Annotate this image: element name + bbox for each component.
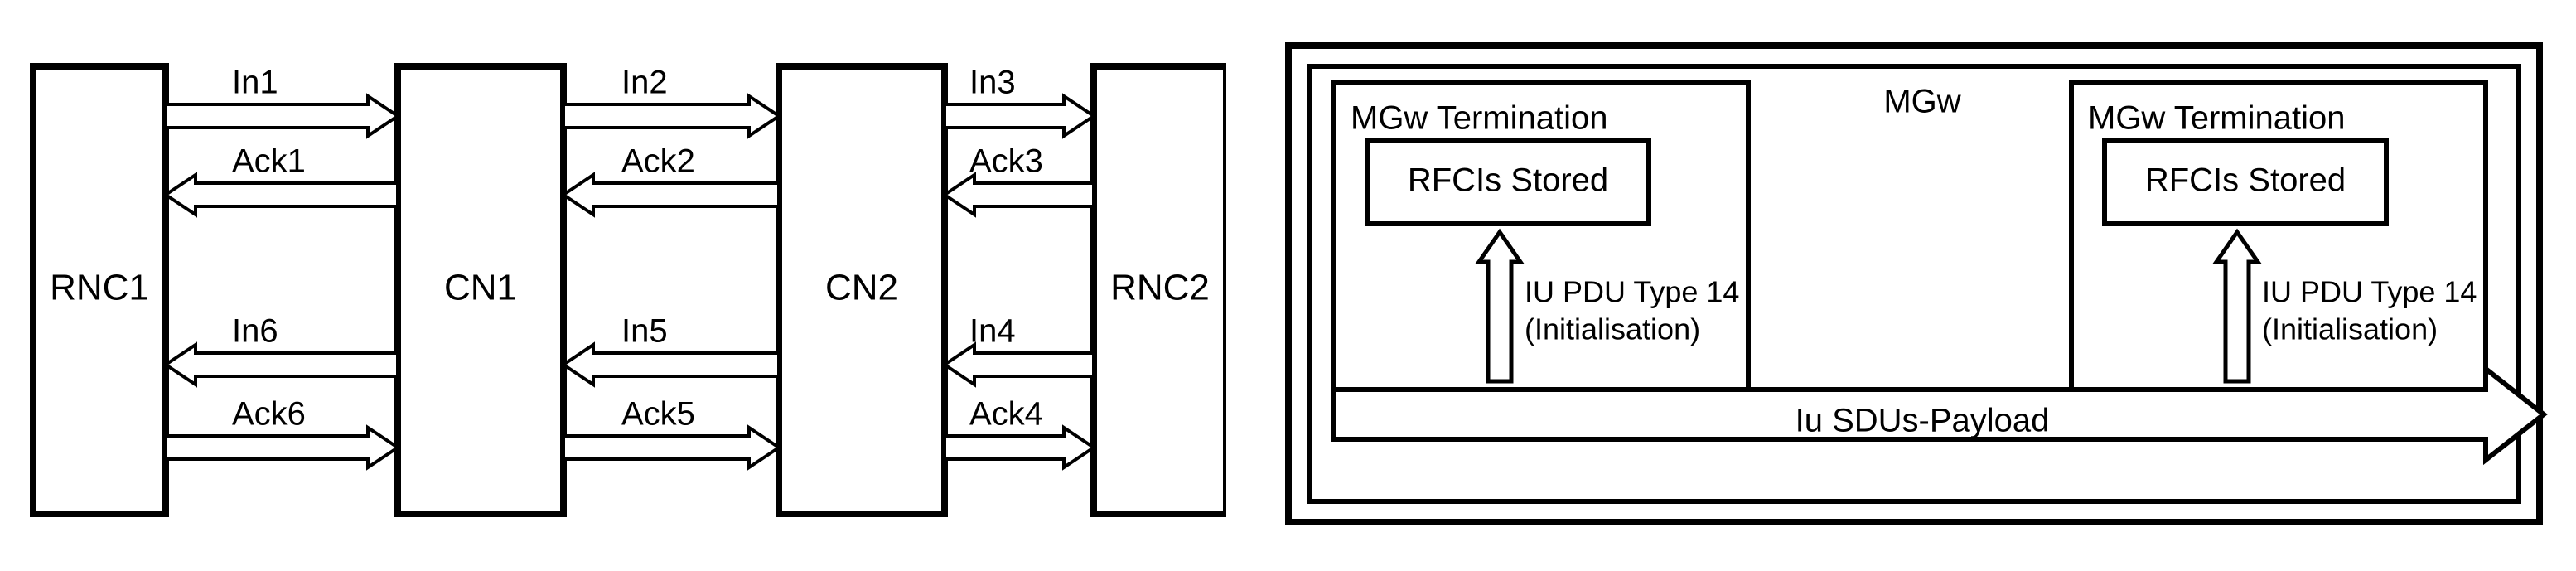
- mgw-label: MGw: [1883, 84, 1960, 120]
- node-label-cn1: CN1: [444, 268, 517, 308]
- left-flow-svg: RNC1 CN1 CN2 RNC2 In1 Ack1 In6 Ack6 In2 Ack2 In5 Ac…: [17, 17, 1226, 539]
- arrow-label-in1: In1: [232, 65, 278, 101]
- arrow-label-ack1: Ack1: [232, 143, 306, 180]
- term-left-pdu-text2: (Initialisation): [1525, 312, 1700, 346]
- node-cn2: CN2: [779, 66, 945, 514]
- arrow-label-ack4: Ack4: [969, 396, 1043, 433]
- node-label-cn2: CN2: [825, 268, 898, 308]
- arrow-ack6: Ack6: [166, 396, 398, 467]
- arrow-ack1: Ack1: [166, 143, 398, 215]
- node-label-rnc2: RNC2: [1110, 268, 1210, 308]
- arrow-label-in4: In4: [969, 313, 1016, 350]
- left-flow-panel: RNC1 CN1 CN2 RNC2 In1 Ack1 In6 Ack6 In2 Ack2 In5 Ac…: [17, 17, 1226, 539]
- term-right-label: MGw Termination: [2088, 100, 2345, 137]
- arrow-label-ack2: Ack2: [621, 143, 695, 180]
- term-left-pdu-arrow: IU PDU Type 14(Initialisation): [1479, 232, 1739, 381]
- term-left-pdu-text1: IU PDU Type 14: [1525, 275, 1739, 309]
- arrow-label-in3: In3: [969, 65, 1016, 101]
- node-rnc2: RNC2: [1094, 66, 1226, 514]
- term-left: MGw Termination RFCIs Stored: [1334, 83, 1748, 414]
- arrow-in6: In6: [166, 313, 398, 385]
- arrow-ack3: Ack3: [945, 143, 1094, 215]
- node-label-rnc1: RNC1: [50, 268, 149, 308]
- term-right-pdu-arrow: IU PDU Type 14(Initialisation): [2216, 232, 2477, 381]
- arrow-label-ack3: Ack3: [969, 143, 1043, 180]
- arrow-ack2: Ack2: [563, 143, 779, 215]
- term-right-store-label: RFCIs Stored: [2145, 162, 2346, 199]
- term-right: MGw Termination RFCIs Stored: [2071, 83, 2486, 414]
- arrow-in4: In4: [945, 313, 1094, 385]
- term-right-pdu-text2: (Initialisation): [2262, 312, 2438, 346]
- arrow-label-in2: In2: [621, 65, 668, 101]
- term-right-pdu-text1: IU PDU Type 14: [2262, 275, 2477, 309]
- right-mgw-panel: MGwMGw TerminationRFCIs StoredMGw Termin…: [1276, 17, 2552, 539]
- arrow-in2: In2: [563, 65, 779, 136]
- arrow-in1: In1: [166, 65, 398, 136]
- arrow-label-in6: In6: [232, 313, 278, 350]
- arrow-in5: In5: [563, 313, 779, 385]
- arrow-ack5: Ack5: [563, 396, 779, 467]
- payload-arrow: Iu SDUs-Payload: [1334, 369, 2544, 460]
- node-cn1: CN1: [398, 66, 563, 514]
- term-left-label: MGw Termination: [1351, 100, 1607, 137]
- arrow-label-in5: In5: [621, 313, 668, 350]
- payload-label: Iu SDUs-Payload: [1795, 403, 2050, 439]
- arrow-label-ack6: Ack6: [232, 396, 306, 433]
- arrow-ack4: Ack4: [945, 396, 1094, 467]
- node-rnc1: RNC1: [33, 66, 166, 514]
- right-mgw-svg: MGwMGw TerminationRFCIs StoredMGw Termin…: [1276, 17, 2552, 539]
- arrow-label-ack5: Ack5: [621, 396, 695, 433]
- term-left-store-label: RFCIs Stored: [1408, 162, 1608, 199]
- arrow-in3: In3: [945, 65, 1094, 136]
